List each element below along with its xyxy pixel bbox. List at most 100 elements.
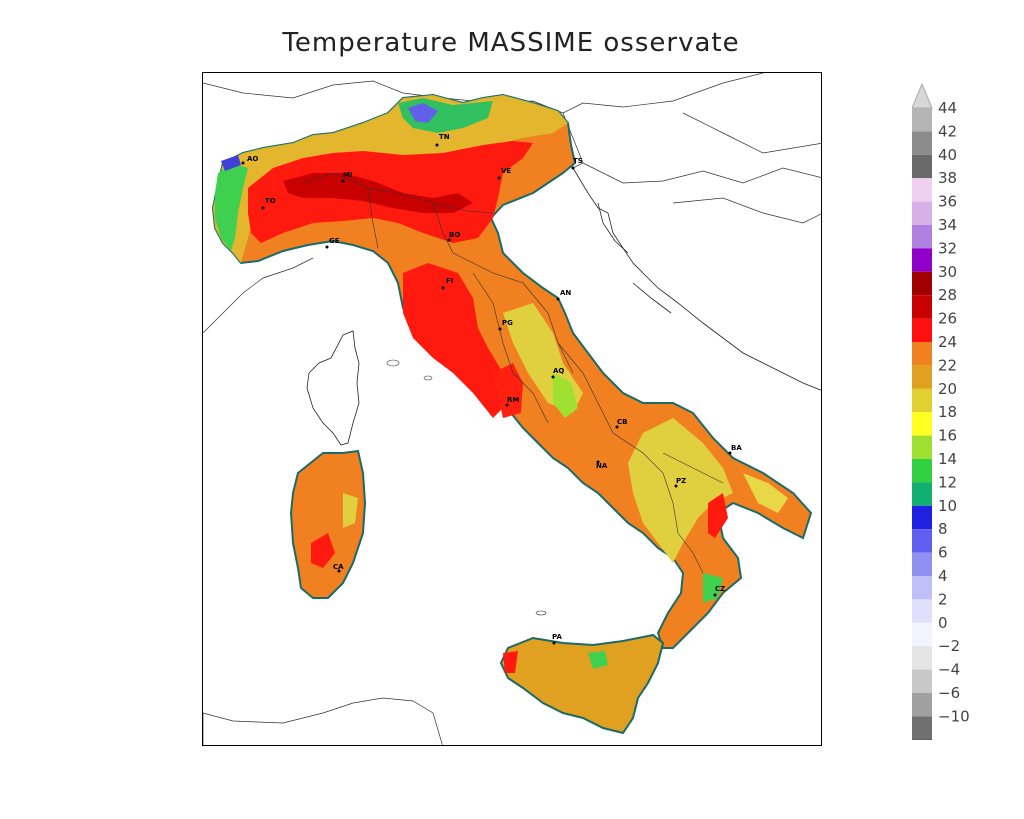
tuscany-hot bbox=[403, 263, 508, 418]
legend-tick-label: 4 bbox=[938, 567, 948, 585]
city-dot-cb bbox=[615, 425, 619, 429]
legend-tick-label: 10 bbox=[938, 497, 957, 515]
legend-tick-label: 16 bbox=[938, 427, 957, 445]
city-dot-aq bbox=[551, 375, 555, 379]
legend-tick-label: 28 bbox=[938, 286, 957, 304]
legend-swatch bbox=[912, 108, 932, 132]
legend-tick-label: 22 bbox=[938, 356, 957, 374]
sicily bbox=[499, 633, 665, 735]
legend-swatch bbox=[912, 716, 932, 740]
city-label-ca: CA bbox=[333, 563, 344, 571]
legend-top-arrow bbox=[912, 82, 933, 109]
legend-swatch bbox=[912, 669, 932, 693]
city-dot-rm bbox=[505, 403, 509, 407]
legend-swatch bbox=[912, 576, 932, 600]
city-label-mi: MI bbox=[343, 171, 353, 179]
regional-borders bbox=[302, 172, 724, 574]
legend-swatch bbox=[912, 225, 932, 249]
city-dot-ge bbox=[325, 245, 329, 249]
alps-blue bbox=[408, 103, 438, 123]
sardinia-yellow bbox=[343, 493, 358, 528]
legend-tick-label: −6 bbox=[938, 684, 960, 702]
puglia-yellow bbox=[743, 473, 788, 513]
calabria-hot bbox=[708, 493, 728, 538]
legend-swatch bbox=[912, 622, 932, 647]
city-label-ge: GE bbox=[329, 237, 340, 245]
city-dot-na bbox=[596, 460, 600, 464]
city-dot-ba bbox=[728, 451, 732, 455]
city-dot-fi bbox=[441, 286, 445, 290]
city-label-rm: RM bbox=[507, 396, 519, 404]
abruzzo-green bbox=[553, 373, 578, 418]
legend-swatch bbox=[912, 505, 932, 530]
city-label-cz: CZ bbox=[715, 585, 725, 593]
alps-green bbox=[215, 163, 248, 251]
legend-swatch bbox=[912, 271, 932, 296]
city-dot-pg bbox=[498, 327, 502, 331]
city-label-aq: AQ bbox=[553, 367, 564, 375]
legend-tick-label: 20 bbox=[938, 380, 957, 398]
legend-swatch bbox=[912, 599, 932, 623]
calabria-green bbox=[703, 573, 723, 603]
legend-tick-label: 14 bbox=[938, 450, 957, 468]
legend-tick-label: −10 bbox=[938, 707, 970, 725]
small-island bbox=[386, 359, 400, 367]
legend-swatch bbox=[912, 388, 932, 413]
legend-tick-label: 8 bbox=[938, 520, 948, 538]
legend-tick-label: −2 bbox=[938, 637, 960, 655]
color-legend: 44 42 40 38 36 34 32 30 28 26 24 22 20 18 16 14 12 10 8 6 4 2… bbox=[912, 80, 1022, 740]
legend-swatch bbox=[912, 318, 932, 342]
legend-swatch bbox=[912, 412, 932, 436]
lazio-hot bbox=[493, 363, 523, 418]
city-dot-mi bbox=[341, 179, 345, 183]
south-yellow bbox=[628, 418, 733, 563]
legend-swatch bbox=[912, 201, 932, 225]
small-island bbox=[423, 375, 433, 381]
city-label-to: TO bbox=[265, 197, 276, 205]
city-label-pa: PA bbox=[552, 633, 562, 641]
legend-tick-label: 30 bbox=[938, 263, 957, 281]
legend-swatch bbox=[912, 178, 932, 202]
legend-swatch bbox=[912, 693, 932, 717]
legend-tick-label: 6 bbox=[938, 544, 948, 562]
city-label-tn: TN bbox=[439, 133, 450, 141]
sardinia-hot bbox=[311, 533, 335, 568]
legend-swatch bbox=[912, 248, 932, 272]
legend-tick-label: 24 bbox=[938, 333, 957, 351]
city-markers: AO TO MI TN VE TS GE BO FI AN PG AQ bbox=[241, 133, 742, 645]
legend-tick-label: 0 bbox=[938, 614, 948, 632]
legend-swatch bbox=[912, 646, 932, 670]
legend-tick-label: 12 bbox=[938, 473, 957, 491]
sardinia bbox=[289, 449, 367, 599]
italy-temperature-map: AO TO MI TN VE TS GE BO FI AN PG AQ bbox=[203, 73, 821, 745]
alps-blue-2 bbox=[221, 155, 241, 171]
legend-swatch bbox=[912, 529, 932, 553]
legend-swatch bbox=[912, 365, 932, 389]
sicily-green bbox=[588, 651, 608, 669]
city-label-ts: TS bbox=[573, 157, 583, 165]
city-dot-an bbox=[556, 297, 560, 301]
legend-tick-label: 32 bbox=[938, 239, 957, 257]
city-dot-tn bbox=[435, 143, 439, 147]
city-dot-ao bbox=[241, 161, 245, 165]
adriatic-coast bbox=[572, 167, 821, 391]
city-dot-pz bbox=[674, 484, 678, 488]
legend-swatch bbox=[912, 295, 932, 319]
city-dot-to bbox=[261, 206, 265, 210]
legend-swatch bbox=[912, 482, 932, 506]
map-panel: AO TO MI TN VE TS GE BO FI AN PG AQ bbox=[202, 72, 822, 746]
city-dot-pa bbox=[552, 641, 556, 645]
legend-tick-label: 40 bbox=[938, 146, 957, 164]
city-dot-cz bbox=[713, 593, 717, 597]
legend-swatch bbox=[912, 154, 932, 179]
map-title: Temperature MASSIME osservate bbox=[282, 28, 740, 58]
legend-tick-label: 42 bbox=[938, 122, 957, 140]
city-dot-ts bbox=[571, 166, 575, 170]
city-label-an: AN bbox=[560, 289, 571, 297]
sicily-hot bbox=[503, 651, 518, 673]
city-label-ao: AO bbox=[247, 155, 258, 163]
city-label-bo: BO bbox=[449, 231, 460, 239]
city-dot-ve bbox=[497, 176, 501, 180]
legend-colorbar: 4442403836343230282624222018161412108642… bbox=[912, 82, 970, 740]
small-island bbox=[535, 610, 547, 616]
